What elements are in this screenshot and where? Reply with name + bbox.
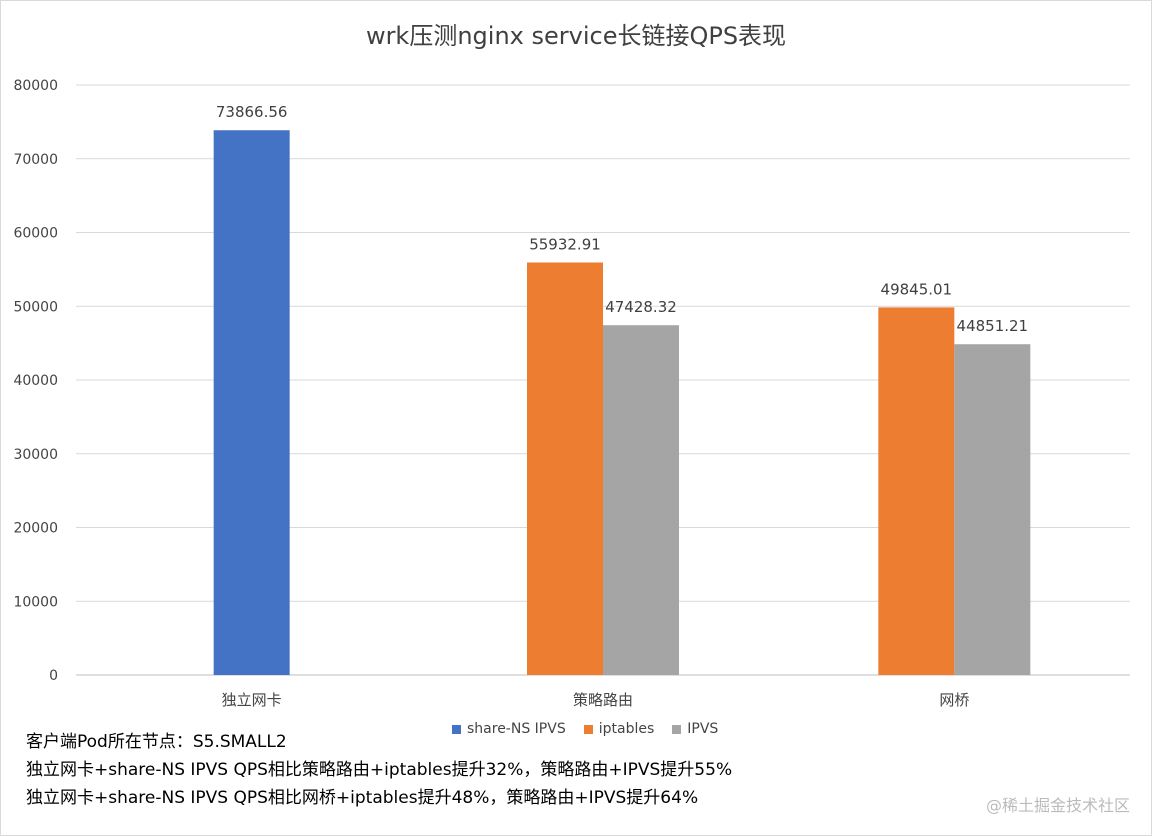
x-tick-label: 网桥 — [939, 691, 969, 709]
legend-label: share-NS IPVS — [467, 721, 566, 737]
bar-iptables — [527, 262, 603, 675]
legend-label: IPVS — [687, 721, 719, 737]
note-line: 独立网卡+share-NS IPVS QPS相比策略路由+iptables提升3… — [26, 760, 733, 780]
chart-title: wrk压测nginx service长链接QPS表现 — [365, 22, 787, 50]
y-tick-label: 70000 — [13, 152, 58, 168]
y-tick-label: 50000 — [13, 299, 58, 315]
data-label: 73866.56 — [216, 103, 288, 121]
bar-ipvs — [954, 344, 1031, 675]
chart-notes: 客户端Pod所在节点：S5.SMALL2 独立网卡+share-NS IPVS … — [26, 728, 732, 812]
y-tick-label: 10000 — [13, 594, 58, 610]
y-tick-label: 60000 — [13, 226, 58, 242]
note-line: 客户端Pod所在节点：S5.SMALL2 — [26, 732, 287, 752]
legend-swatch — [672, 724, 682, 734]
bar-ipvs — [603, 325, 679, 675]
note-line: 独立网卡+share-NS IPVS QPS相比网桥+iptables提升48%… — [26, 788, 699, 808]
y-tick-label: 0 — [49, 668, 58, 684]
x-tick-label: 策略路由 — [573, 691, 633, 709]
legend-swatch — [583, 724, 593, 734]
bar-share-ns-ipvs — [213, 130, 290, 675]
legend-swatch — [452, 724, 461, 734]
legend-item: iptables — [583, 721, 655, 737]
bar-iptables — [878, 307, 955, 675]
legend-item: share-NS IPVS — [452, 721, 566, 737]
data-label: 49845.01 — [881, 280, 953, 298]
x-tick-label: 独立网卡 — [222, 691, 282, 709]
y-tick-label: 30000 — [13, 447, 58, 463]
y-tick-label: 40000 — [13, 373, 58, 389]
chart-legend: share-NS IPVS iptables IPVS — [452, 721, 736, 737]
data-label: 55932.91 — [529, 235, 601, 253]
data-label: 44851.21 — [957, 317, 1029, 335]
data-label: 47428.32 — [605, 298, 677, 316]
y-tick-label: 80000 — [13, 78, 58, 94]
legend-label: iptables — [598, 721, 655, 737]
watermark: @稀土掘金技术社区 — [985, 796, 1130, 815]
legend-item: IPVS — [672, 721, 718, 737]
y-tick-label: 20000 — [13, 521, 58, 537]
